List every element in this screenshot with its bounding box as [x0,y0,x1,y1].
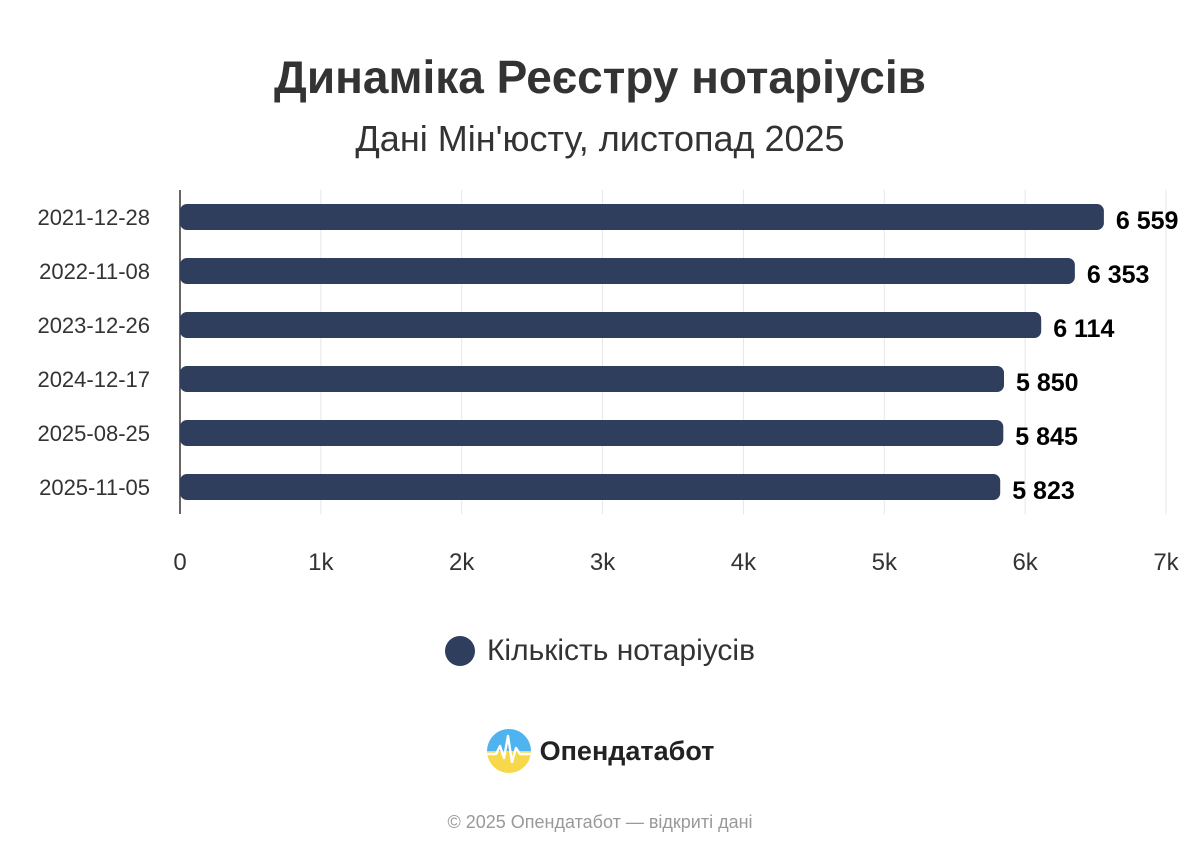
x-tick-label: 2k [449,549,475,576]
bar [180,420,1004,446]
x-tick-label: 5k [872,549,898,576]
chart-title: Динаміка Реєстру нотаріусів [274,51,926,103]
data-label: 6 559 [1116,207,1179,235]
data-label: 6 114 [1053,315,1114,343]
x-tick-label: 1k [308,549,334,576]
brand: Опендатабот [0,728,1200,774]
data-label: 5 823 [1012,477,1075,505]
bar [180,258,1075,284]
bar [180,312,1042,338]
data-label: 5 850 [1016,369,1079,397]
x-tick-label: 0 [173,549,186,576]
footer-copyright: © 2025 Опендатабот — відкриті дані [447,812,753,832]
chart-subtitle: Дані Мін'юсту, листопад 2025 [355,118,845,159]
legend-swatch [444,636,475,666]
data-label: 6 353 [1087,261,1150,289]
y-tick-label: 2021-12-28 [37,205,150,230]
bar [180,204,1104,230]
y-tick-label: 2025-11-05 [39,475,150,500]
legend-label: Кількість нотаріусів [486,634,756,667]
x-tick-label: 3k [590,549,616,576]
y-tick-label: 2023-12-26 [37,313,150,338]
bar [180,366,1005,392]
x-tick-label: 4k [731,549,757,576]
opendatabot-logo-icon [486,729,531,773]
brand-name: Опендатабот [539,735,715,766]
bar-chart: 0 1k 2k 3k 4k 5k 6k 7k 2021-12-28 6 559 2022-11-08… [37,190,1180,576]
bar [180,474,1001,500]
y-tick-label: 2024-12-17 [37,367,150,392]
data-label: 5 845 [1015,423,1078,451]
y-tick-label: 2022-11-08 [39,259,150,284]
x-tick-label: 7k [1153,549,1179,576]
y-tick-label: 2025-08-25 [37,421,150,446]
x-tick-label: 6k [1012,549,1038,576]
chart-legend[interactable]: Кількість нотаріусів [0,634,1200,668]
